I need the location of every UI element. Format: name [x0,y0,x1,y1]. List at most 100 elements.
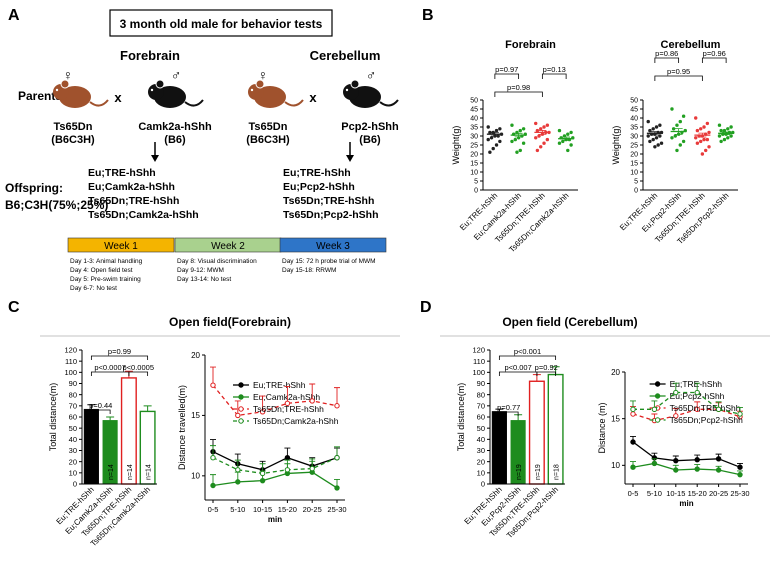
series-marker [694,406,700,413]
data-point [719,139,723,144]
week-bar [67,237,175,253]
series-marker [284,455,291,461]
y-tick-label: 40 [470,115,478,122]
data-point [488,150,492,154]
series-marker [715,406,722,413]
n-label: n=18 [554,464,561,480]
data-point [488,130,492,135]
data-point [539,145,543,149]
legend-label: Eu;Pcp2-hShh [670,391,725,401]
series-marker [737,411,743,417]
x-tick-label: 5-10 [647,489,662,498]
p-value: p<0.0007 [94,363,126,372]
series-marker [235,412,241,419]
x-axis-label: min [268,515,282,524]
data-point [537,134,541,138]
offspring-genotype: Eu;Camk2a-hShh [88,181,175,193]
data-point [695,141,700,145]
legend-marker [654,381,661,387]
offspring-genotype: Eu;Pcp2-hShh [283,181,355,193]
x-tick-label: 10-15 [666,489,685,498]
y-tick-label: 70 [477,401,485,410]
panel-label: C [8,299,20,316]
sem-bar [562,136,571,141]
y-axis-label: Total distance(m) [456,383,466,452]
legend-label: Ts65Dn;TRE-hShh [253,404,324,414]
comparison-bracket [90,355,149,360]
p-value: p=0.98 [507,83,530,92]
mouse-ear [60,79,70,89]
data-point [542,141,546,145]
offspring-label: B6;C3H(75%;25%) [5,198,108,212]
n-label: n=16 [89,464,96,480]
y-tick-label: 120 [64,346,77,355]
y-tick-label: 10 [477,468,485,477]
p-value: p=0.96 [703,49,726,58]
y-axis-label: Distance travelled(m) [177,385,187,470]
mouse-icon [53,79,109,108]
week-name: Week 3 [316,241,350,252]
data-point [671,127,676,131]
chart-title: Cerebellum [661,39,721,51]
mouse-tail [284,99,304,107]
data-point [656,143,660,147]
series-marker [309,465,315,472]
data-point [705,121,710,126]
data-point [521,141,526,145]
data-point [700,152,705,156]
legend-label: Ts65Dn;Camk2a-hShh [253,416,339,426]
n-label: n=19 [516,464,523,480]
data-point [494,128,499,133]
series-marker [210,382,216,388]
father-strain: (B6) [359,134,381,146]
comparison-bracket [90,371,130,376]
female-symbol: ♀ [258,67,269,83]
data-point [534,136,538,140]
error-bar [143,405,152,412]
sem-bar [650,131,659,136]
x-tick-label: 25-30 [730,489,749,498]
offspring-genotype: Ts65Dn;TRE-hShh [88,195,179,207]
data-point [521,127,526,131]
y-tick-label: 15 [630,160,638,167]
y-tick-label: 70 [69,401,77,410]
y-tick-label: 30 [477,446,485,455]
p-value: p=0.95 [667,67,690,76]
arrow-head [346,155,354,162]
series-marker [630,439,636,445]
y-tick-label: 90 [69,379,77,388]
data-point [498,139,502,144]
p-value: p=0.44 [89,401,112,410]
mouse-eye [55,88,59,92]
data-point [658,134,662,138]
offspring-label: Offspring: [5,181,63,195]
data-point [545,123,550,127]
x-tick-label: 25-30 [327,505,346,514]
data-point [699,127,703,131]
y-tick-label: 20 [611,368,620,377]
data-point [518,128,522,133]
comparison-bracket [498,411,519,416]
p-value: p<0.0005 [123,363,155,372]
day-item: Day 15: 72 h probe trial of MWM [282,258,376,265]
y-tick-label: 30 [69,446,77,455]
series-line [212,457,338,475]
comparison-bracket [494,91,543,97]
mouse-icon [148,79,204,108]
series-line [633,391,741,415]
series-marker [737,464,743,470]
y-tick-label: 110 [473,357,485,366]
n-label: n=14 [108,464,115,480]
legend-marker [238,394,244,400]
data-point [670,136,674,140]
sem-bar [698,132,707,138]
y-tick-label: 20 [630,151,638,158]
data-point [726,136,730,140]
n-label: n=19 [535,464,542,480]
error-bar [87,404,96,410]
data-point [729,134,733,138]
female-symbol: ♀ [63,67,74,83]
y-tick-label: 50 [470,97,478,104]
data-point [658,123,662,127]
